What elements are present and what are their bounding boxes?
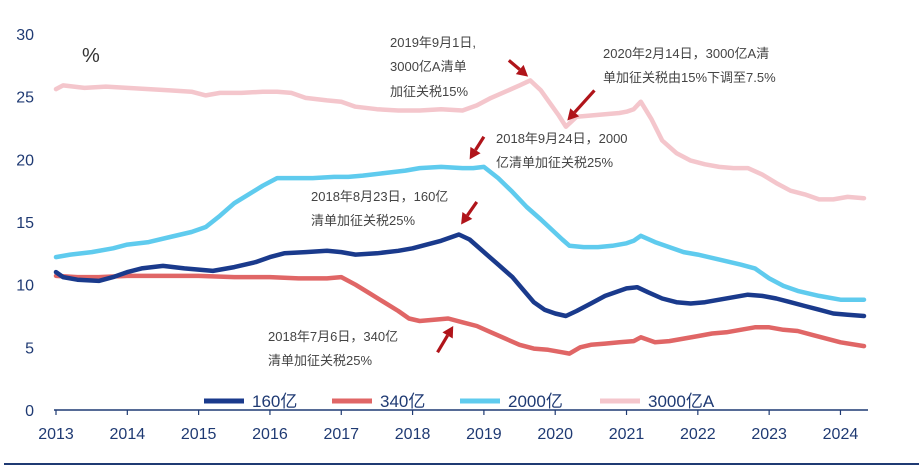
arrow-shaft (575, 90, 595, 112)
y-tick-label: 30 (16, 27, 34, 44)
unit-label: % (82, 45, 100, 67)
y-axis-ticks: 0 5 10 15 20 25 30 (16, 27, 34, 420)
x-tick-label: 2014 (110, 426, 146, 443)
annotation-2018-340: 2018年7月6日，340亿 清单加征关税25% (268, 329, 402, 368)
annotation-2019-3000a: 2019年9月1日, 3000亿A清单 加征关税15% (390, 35, 480, 99)
x-tick-label: 2015 (181, 426, 217, 443)
x-tick-label: 2018 (395, 426, 431, 443)
x-tick-label: 2024 (823, 426, 859, 443)
annotation-2018-160: 2018年8月23日，160亿 清单加征关税25% (311, 189, 452, 228)
legend: 160亿 340亿 2000亿 3000亿A (204, 392, 715, 411)
line-chart: 051015202530 2013 2014 2015 2016 2017 2018 201… (0, 0, 923, 470)
annotation-line: 单加征关税由15%下调至7.5% (603, 70, 776, 85)
y-tick-label: 10 (16, 278, 34, 295)
arrow-shaft (467, 202, 476, 216)
legend-label-160: 160亿 (252, 392, 297, 411)
annotation-line: 清单加征关税25% (311, 213, 415, 228)
annotation-line: 3000亿A清单 (390, 59, 467, 74)
annotation-arrow (438, 326, 454, 352)
series-line-340 (56, 276, 864, 354)
arrow-shaft (476, 137, 484, 150)
legend-label-340: 340亿 (380, 392, 425, 411)
legend-label-2000: 2000亿 (508, 392, 563, 411)
y-tick-label: 15 (16, 215, 34, 232)
x-tick-label: 2019 (466, 426, 502, 443)
x-tick-label: 2016 (252, 426, 288, 443)
annotation-line: 加征关税15% (390, 84, 468, 99)
annotation-line: 清单加征关税25% (268, 353, 372, 368)
x-tick-label: 2013 (38, 426, 74, 443)
annotation-line: 2018年9月24日，2000 (496, 131, 628, 146)
annotation-arrow (470, 137, 484, 160)
annotation-arrow (461, 202, 477, 225)
annotation-arrows (438, 60, 595, 352)
x-tick-label: 2023 (751, 426, 787, 443)
arrow-shaft (438, 335, 448, 352)
annotation-line: 亿清单加征关税25% (496, 155, 613, 170)
x-axis-ticks: 2013 2014 2015 2016 2017 2018 2019 2020 2021 2022… (38, 410, 858, 443)
x-tick-label: 2022 (680, 426, 716, 443)
series-layer (56, 80, 864, 353)
annotation-arrow (509, 60, 528, 76)
arrow-shaft (509, 60, 520, 69)
annotation-2018-2000: 2018年9月24日，2000 亿清单加征关税25% (496, 131, 631, 170)
annotation-2020-3000a: 2020年2月14日，3000亿A清 单加征关税由15%下调至7.5% (603, 46, 776, 85)
x-tick-label: 2020 (537, 426, 573, 443)
annotation-line: 2020年2月14日，3000亿A清 (603, 46, 769, 61)
y-tick-label: 20 (16, 152, 34, 169)
legend-label-3000a: 3000亿A (648, 392, 715, 411)
annotation-line: 2018年8月23日，160亿 (311, 189, 448, 204)
y-tick-label: 5 (25, 340, 34, 357)
x-tick-label: 2017 (323, 426, 359, 443)
x-tick-label: 2021 (609, 426, 645, 443)
y-tick-label: 25 (16, 90, 34, 107)
annotation-line: 2018年7月6日，340亿 (268, 329, 398, 344)
annotation-line: 2019年9月1日, (390, 35, 476, 50)
y-tick-label: 0 (25, 403, 34, 420)
